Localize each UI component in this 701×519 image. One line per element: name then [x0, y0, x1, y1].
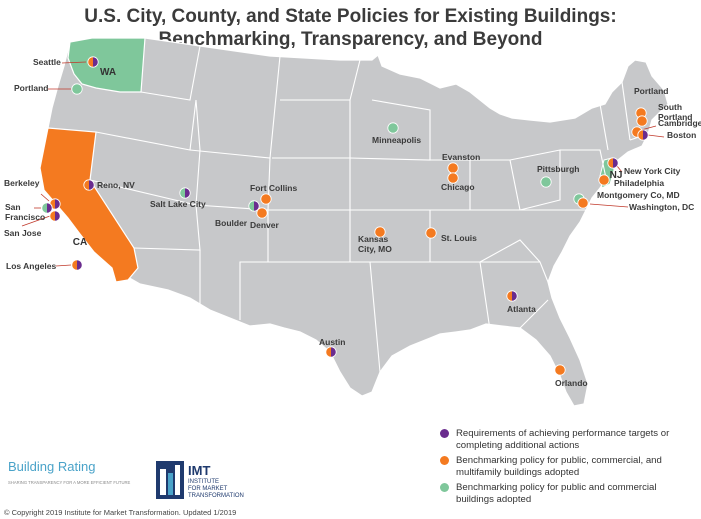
- city-marker: [637, 129, 649, 141]
- city-label: Los Angeles: [6, 261, 56, 271]
- city-label: Pittsburgh: [537, 164, 580, 174]
- city-label: Evanston: [442, 152, 480, 162]
- state-labels: WA CA NJ: [73, 67, 623, 248]
- city-marker: [71, 83, 83, 95]
- map-title-line1: U.S. City, County, and State Policies fo…: [84, 6, 617, 27]
- city-label: Berkeley: [4, 178, 40, 188]
- city-label: San Francisco: [5, 202, 45, 222]
- city-label: Denver: [250, 220, 280, 230]
- city-marker: [179, 187, 191, 199]
- legend-swatch-orange: [440, 456, 449, 465]
- city-marker: [554, 364, 566, 376]
- state-label-ca: CA: [73, 237, 87, 248]
- city-marker: [256, 207, 268, 219]
- map-title-line2: Benchmarking, Transparency, and Beyond: [158, 29, 543, 50]
- imt-line3: TRANSFORMATION: [188, 493, 244, 499]
- city-marker: [447, 172, 459, 184]
- city-label: Cambridge: [658, 118, 701, 128]
- legend-item-orange: Benchmarking policy for public, commerci…: [440, 455, 695, 478]
- city-marker: [540, 176, 552, 188]
- city-label: New York City: [624, 166, 681, 176]
- leader-line: [61, 61, 87, 64]
- leader-line: [55, 264, 72, 267]
- city-label: Chicago: [441, 182, 475, 192]
- city-marker: [598, 174, 610, 186]
- city-labels: Seattle Portland Berkeley San Francisco San J…: [4, 57, 701, 388]
- city-label: Portland: [634, 86, 668, 96]
- city-label: Washington, DC: [629, 202, 694, 212]
- city-marker: [83, 179, 95, 191]
- city-label: Salt Lake City: [150, 199, 206, 209]
- city-marker: [325, 346, 337, 358]
- city-marker: [387, 122, 399, 134]
- city-marker: [71, 259, 83, 271]
- legend-item-purple: Requirements of achieving performance ta…: [440, 428, 695, 451]
- building-rating-tagline: SHARING TRANSPARENCY FOR A MORE EFFICIEN…: [8, 480, 131, 485]
- building-rating-logo: Building Rating SHARING TRANSPARENCY FOR…: [6, 455, 156, 495]
- city-label: Fort Collins: [250, 183, 297, 193]
- leader-line: [640, 125, 657, 131]
- us-land: [39, 37, 669, 407]
- city-label: Austin: [319, 337, 345, 347]
- city-label: Kansas City, MO: [358, 234, 392, 254]
- city-label: Minneapolis: [372, 135, 421, 145]
- building-rating-name: Building Rating: [8, 459, 95, 474]
- state-label-wa: WA: [100, 67, 116, 78]
- city-label: Orlando: [555, 378, 588, 388]
- legend-swatch-green: [440, 483, 449, 492]
- imt-logo: IMT INSTITUTE FOR MARKET TRANSFORMATION: [156, 459, 276, 503]
- legend-label: Requirements of achieving performance ta…: [456, 428, 670, 451]
- label-leader-lines: [21, 61, 665, 267]
- leader-line: [21, 215, 51, 227]
- city-marker: [87, 56, 99, 68]
- city-marker: [506, 290, 518, 302]
- city-marker: [447, 162, 459, 174]
- leader-line: [616, 165, 623, 173]
- city-label: Seattle: [33, 57, 61, 67]
- city-label: Montgomery Co, MD: [597, 190, 680, 200]
- city-markers: [41, 56, 649, 376]
- city-label: Boston: [667, 130, 696, 140]
- imt-abbr: IMT: [188, 463, 210, 478]
- legend-label: Benchmarking policy for public and comme…: [456, 482, 657, 505]
- city-marker: [248, 200, 260, 212]
- city-marker: [41, 202, 53, 214]
- state-borders: [89, 45, 649, 373]
- city-marker: [577, 197, 589, 209]
- city-marker: [260, 193, 272, 205]
- city-marker: [607, 157, 619, 169]
- city-label: Portland: [14, 83, 48, 93]
- city-marker: [49, 210, 61, 222]
- legend-item-green: Benchmarking policy for public and comme…: [440, 482, 695, 505]
- city-label: Philadelphia: [614, 178, 664, 188]
- city-label: South Portland: [658, 102, 692, 122]
- legend-label: Benchmarking policy for public, commerci…: [456, 455, 662, 478]
- imt-line1: INSTITUTE: [188, 479, 219, 485]
- city-label: Boulder: [215, 218, 248, 228]
- legend: Requirements of achieving performance ta…: [440, 428, 695, 509]
- imt-line2: FOR MARKET: [188, 486, 228, 492]
- city-marker: [425, 227, 437, 239]
- city-marker: [374, 226, 386, 238]
- city-marker: [636, 115, 648, 127]
- city-label: San Jose: [4, 228, 42, 238]
- leader-line: [40, 193, 50, 202]
- copyright-notice: © Copyright 2019 Institute for Market Tr…: [4, 508, 237, 517]
- leader-line: [589, 203, 629, 208]
- city-label: Atlanta: [507, 304, 536, 314]
- state-label-nj: NJ: [610, 170, 623, 181]
- city-label: St. Louis: [441, 233, 477, 243]
- leader-line: [647, 134, 665, 138]
- city-label: Reno, NV: [97, 180, 135, 190]
- legend-swatch-purple: [440, 429, 449, 438]
